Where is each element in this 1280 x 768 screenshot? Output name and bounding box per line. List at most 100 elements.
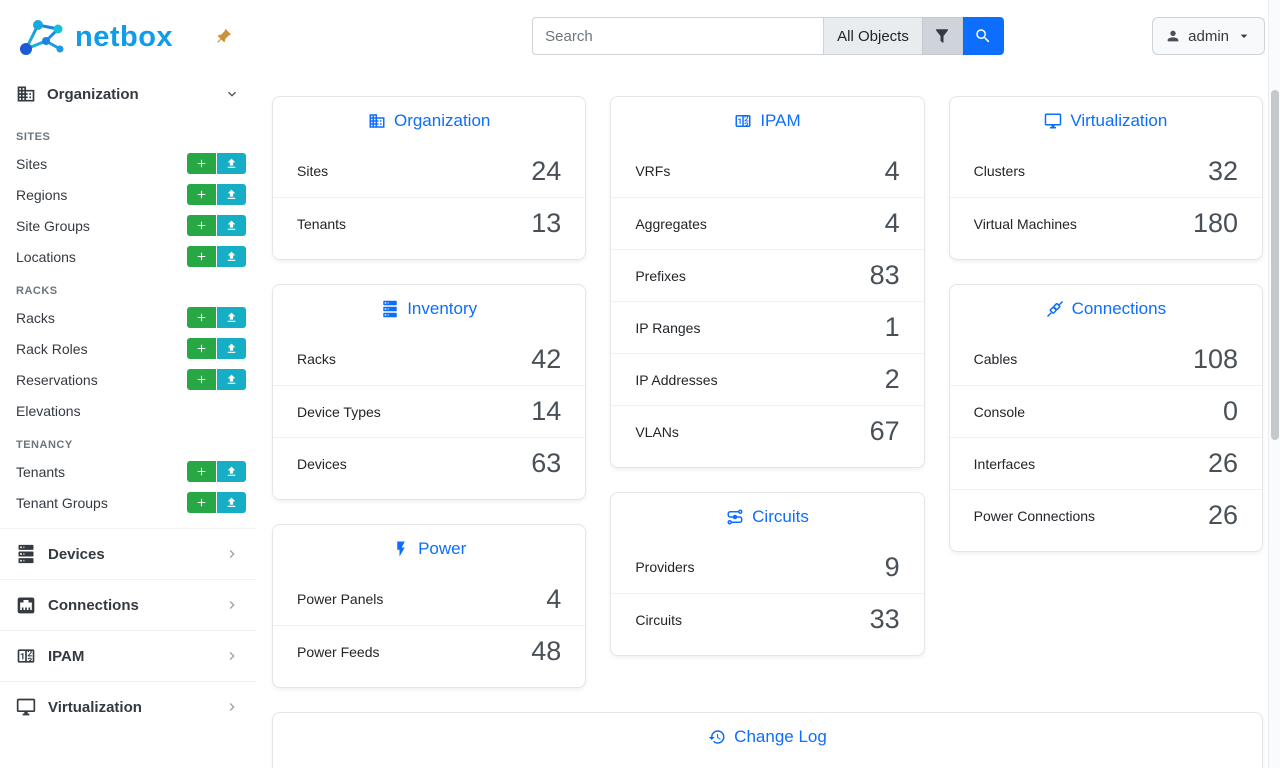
topbar: All Objects admin [256,0,1280,72]
card-inventory-title[interactable]: Inventory [273,285,585,333]
sidebar-item-regions[interactable]: Regions [0,179,256,210]
import-button[interactable] [217,153,246,174]
scrollbar-thumb[interactable] [1271,90,1279,440]
stat-label: Power Panels [297,591,384,607]
add-button[interactable] [187,307,216,328]
import-button[interactable] [217,184,246,205]
stat-value[interactable]: 2 [884,364,900,394]
search-submit-button[interactable] [962,17,1004,55]
lightning-icon [397,541,405,557]
sidebar-group-organization[interactable]: Organization [0,70,256,118]
stat-value[interactable]: 1 [884,312,900,342]
stat-value[interactable]: 180 [1192,208,1238,238]
stat-value[interactable]: 42 [531,343,562,374]
search-scope-button[interactable]: All Objects [823,17,923,55]
import-button[interactable] [217,338,246,359]
global-search: All Objects [532,17,1004,55]
card-ipam-title[interactable]: IPAM [611,97,923,145]
search-input[interactable] [532,17,825,55]
stat-value[interactable]: 63 [531,448,562,478]
card-connections: Connections Cables 108 Console 0 Interfa… [948,284,1263,552]
stat-value[interactable]: 26 [1207,448,1238,478]
import-button[interactable] [217,307,246,328]
sidebar-group-devices[interactable]: Devices [0,528,256,579]
import-button[interactable] [217,461,246,482]
stat-row: Racks 42 [273,333,585,385]
card-circuits: Circuits Providers 9 Circuits 33 [610,492,925,656]
sidebar-item-site-groups[interactable]: Site Groups [0,210,256,241]
sidebar-item-reservations[interactable]: Reservations [0,364,256,395]
stat-row: Tenants 13 [273,197,586,249]
sidebar-item-tenants[interactable]: Tenants [0,456,256,487]
sidebar-item-locations[interactable]: Locations [0,241,256,272]
stat-value[interactable]: 108 [1192,343,1238,374]
cable-icon [1046,300,1063,318]
rack-icon [383,300,397,318]
netbox-logo-text: netbox [75,20,174,53]
stat-value[interactable]: 24 [531,155,562,186]
filter-button[interactable] [921,17,963,55]
import-button[interactable] [217,215,246,236]
card-power-title[interactable]: Power [273,525,585,573]
add-button[interactable] [187,461,216,482]
add-button[interactable] [187,369,216,390]
stat-value[interactable]: 9 [884,551,900,582]
sidebar-group-connections[interactable]: Connections [0,579,256,630]
stat-row: Power Connections 26 [949,489,1262,541]
stat-value[interactable]: 4 [884,208,900,238]
stat-value[interactable]: 14 [531,396,562,426]
stat-value[interactable]: 33 [869,604,900,634]
add-button[interactable] [187,215,216,236]
card-virtualization: Virtualization Clusters 32 Virtual Machi… [948,96,1263,260]
stat-label: Cables [973,351,1018,367]
stat-value[interactable]: 32 [1207,155,1238,186]
stat-row: Circuits 33 [611,593,924,645]
add-button[interactable] [187,492,216,513]
add-button[interactable] [187,338,216,359]
card-organization: Organization Sites 24 Tenants 13 [272,96,587,260]
import-button[interactable] [217,492,246,513]
sidebar-item-elevations[interactable]: Elevations [16,402,81,419]
stat-row: Devices 63 [273,437,586,489]
stat-value[interactable]: 67 [869,416,900,446]
stat-value[interactable]: 13 [531,208,562,238]
pin-sidebar-icon[interactable] [214,28,232,46]
chevron-down-icon [228,91,236,97]
card-virtualization-title[interactable]: Virtualization [950,97,1262,145]
stat-label: Racks [297,351,336,367]
stat-value[interactable]: 26 [1207,500,1238,530]
sidebar-item-tenant-groups[interactable]: Tenant Groups [0,487,256,518]
sidebar-item-racks[interactable]: Racks [0,302,256,333]
stat-value[interactable]: 4 [546,583,562,614]
user-menu-button[interactable]: admin [1152,17,1265,55]
sidebar-group-label: Organization [47,85,139,103]
counter-icon [17,649,35,663]
sidebar-item-rack-roles[interactable]: Rack Roles [0,333,256,364]
add-button[interactable] [187,246,216,267]
stat-label: Tenants [297,215,347,232]
stat-row: VLANs 67 [611,405,924,457]
card-ipam: IPAM VRFs 4 Aggregates 4 Prefixes [610,96,925,468]
stat-row: Interfaces 26 [949,437,1262,489]
stat-value[interactable]: 4 [884,155,900,186]
card-organization-title[interactable]: Organization [273,97,585,145]
add-button[interactable] [187,153,216,174]
netbox-logo[interactable]: netbox [16,16,173,58]
import-button[interactable] [217,369,246,390]
stat-value[interactable]: 83 [869,260,900,290]
import-button[interactable] [217,246,246,267]
add-button[interactable] [187,184,216,205]
stat-row: Providers 9 [611,541,923,593]
stat-value[interactable]: 0 [1222,396,1238,426]
user-icon [1167,30,1179,42]
sidebar-group-virtualization[interactable]: Virtualization [0,681,256,732]
sidebar-item-sites[interactable]: Sites [0,148,256,179]
card-changelog-title[interactable]: Change Log [273,713,1262,761]
stat-label: Prefixes [635,267,686,284]
building-icon [17,86,35,102]
sidebar-group-ipam[interactable]: IPAM [0,630,256,681]
card-connections-title[interactable]: Connections [950,285,1262,333]
stat-label: Circuits [635,611,682,628]
stat-value[interactable]: 48 [531,636,562,666]
card-circuits-title[interactable]: Circuits [611,493,923,541]
